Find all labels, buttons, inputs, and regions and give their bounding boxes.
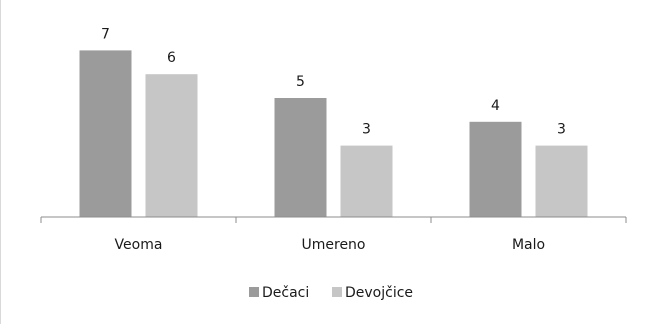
- legend-label: Devojčice: [345, 285, 413, 301]
- bar-umereno-series-1: [274, 98, 327, 217]
- bar-umereno-series-2: [340, 145, 393, 217]
- data-label: 4: [491, 98, 500, 114]
- legend-label: Dečaci: [262, 285, 309, 301]
- data-label: 6: [167, 50, 176, 66]
- data-label: 3: [557, 122, 566, 138]
- category-label: Umereno: [302, 237, 366, 253]
- legend: Dečaci Devojčice: [249, 285, 413, 301]
- legend-swatch: [332, 287, 342, 297]
- x-axis: [40, 216, 627, 223]
- legend-item-series-2: Devojčice: [332, 285, 413, 301]
- value-labels-layer: 7 6 5 3 4 3: [101, 26, 566, 137]
- data-label: 3: [362, 122, 371, 138]
- bar-veoma-series-1: [79, 50, 132, 218]
- bar-malo-series-1: [469, 121, 522, 217]
- category-label: Malo: [512, 237, 545, 253]
- bar-malo-series-2: [535, 145, 588, 217]
- bars-layer: [79, 50, 588, 218]
- data-label: 7: [101, 26, 110, 42]
- category-label: Veoma: [115, 237, 163, 253]
- legend-swatch: [249, 287, 259, 297]
- bar-veoma-series-2: [145, 74, 198, 217]
- legend-item-series-1: Dečaci: [249, 285, 309, 301]
- category-labels-layer: Veoma Umereno Malo: [115, 237, 546, 253]
- data-label: 5: [296, 74, 305, 90]
